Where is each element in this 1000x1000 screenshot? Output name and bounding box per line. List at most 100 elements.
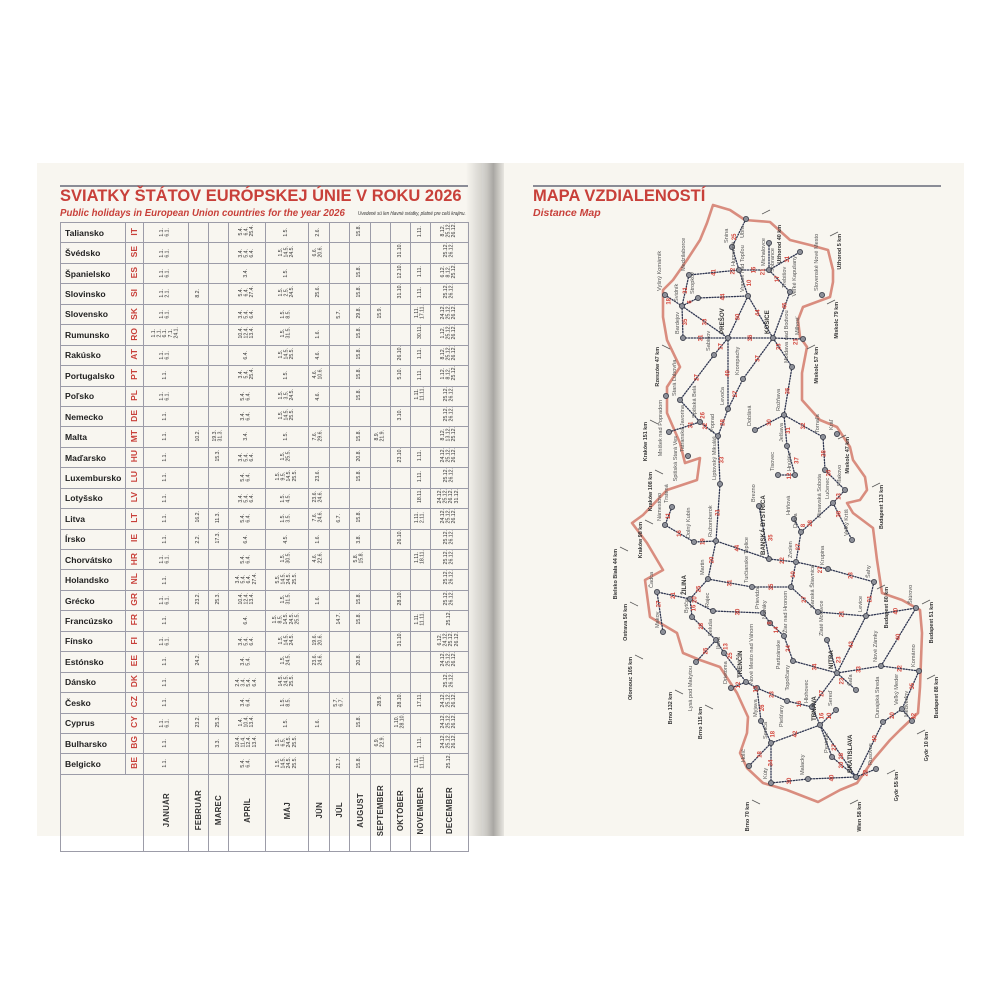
holiday-cell: 24.12. 25.12. 26.12. bbox=[430, 712, 469, 734]
town-node bbox=[686, 271, 693, 278]
road bbox=[695, 639, 717, 663]
table-row: Cyprus CY 1.1. 6.1. 23.2. 25.3. 1.4. 10.4. 13… bbox=[60, 712, 469, 734]
town-label: Veľký Krtíš bbox=[844, 509, 850, 536]
road-distance: 44 bbox=[756, 309, 762, 316]
holiday-cell: 25.12. bbox=[430, 753, 469, 775]
road-distance: 18 bbox=[667, 297, 673, 304]
map-title-rule bbox=[533, 185, 941, 187]
town-label: Prievidza bbox=[755, 585, 761, 609]
road-distance: 19 bbox=[700, 538, 706, 545]
road-distance: 8 bbox=[801, 523, 807, 527]
exit-label: Brno 115 km bbox=[698, 707, 704, 739]
road-distance: 27 bbox=[802, 596, 808, 603]
town-label: Moldava nad Bodvou bbox=[784, 310, 790, 363]
town-label: Rusovce bbox=[868, 743, 874, 765]
town-label: Makov bbox=[655, 611, 661, 628]
road bbox=[681, 305, 729, 339]
town-node bbox=[833, 707, 840, 714]
exit-arrow bbox=[674, 689, 684, 695]
exit-arrow bbox=[634, 654, 644, 660]
road-distance: 21 bbox=[794, 338, 800, 345]
road-distance: 38 bbox=[836, 510, 842, 517]
road-distance: 26 bbox=[701, 411, 707, 418]
town-node bbox=[873, 766, 880, 773]
road-distance: 31 bbox=[786, 427, 792, 434]
road-distance: 18 bbox=[771, 730, 777, 737]
town-node bbox=[680, 334, 687, 341]
town-label: Nováky bbox=[762, 600, 768, 619]
road bbox=[790, 586, 819, 613]
town-node bbox=[715, 432, 722, 439]
town-node bbox=[695, 294, 702, 301]
town-node bbox=[669, 503, 676, 510]
table-row: Rakúsko AT 1.1. 6.1. 6.4. 1.5. 14.5. 25.5. 4.… bbox=[60, 344, 469, 367]
exit-label: Rzeszów 47 km bbox=[655, 347, 661, 387]
road bbox=[664, 506, 673, 526]
road-distance: 27 bbox=[656, 600, 662, 607]
road bbox=[786, 445, 796, 476]
town-label: Martin bbox=[700, 559, 706, 575]
exit-label: Miskolc 79 km bbox=[834, 302, 840, 339]
town-label: KOŠICE bbox=[763, 310, 771, 334]
road bbox=[693, 540, 717, 543]
road-distance: 24 bbox=[786, 645, 792, 652]
town-label: Michalovce bbox=[761, 238, 767, 266]
town-label: Spišská Belá bbox=[692, 385, 698, 418]
town-node bbox=[775, 471, 782, 478]
exit-arrow bbox=[829, 231, 839, 237]
town-label: Humenné bbox=[731, 242, 737, 266]
town-label: Dolný Kubín bbox=[686, 508, 692, 538]
exit-label: Miskolc 47 km bbox=[845, 437, 851, 474]
town-node bbox=[717, 480, 724, 487]
town-label: BANSKÁ BYSTRICA bbox=[760, 495, 767, 555]
town-node bbox=[729, 243, 736, 250]
road-distance: 13 bbox=[753, 685, 759, 692]
road-distance: 30 bbox=[736, 313, 742, 320]
holiday-cell: 25.12. bbox=[430, 610, 469, 632]
page-fold-shadow bbox=[466, 163, 504, 836]
town-node bbox=[834, 670, 841, 677]
road-distance: 21 bbox=[716, 509, 722, 516]
town-label: Rožňava bbox=[776, 388, 782, 411]
exit-arrow bbox=[826, 299, 836, 305]
town-label: Šaľa bbox=[847, 674, 854, 686]
road-distance: 35 bbox=[769, 583, 775, 590]
holiday-cell: 25.12. 26.12. bbox=[430, 283, 469, 305]
table-row: Holandsko NL 1.1. 3.4. 5.4. 6.4. 27.4. 5.5. … bbox=[60, 569, 469, 591]
town-label: Dunajská Streda bbox=[875, 676, 881, 718]
road-distance: 23 bbox=[849, 572, 855, 579]
town-node bbox=[819, 291, 826, 298]
road-distance: 35 bbox=[786, 387, 792, 394]
town-label: Tornaľa bbox=[815, 413, 821, 433]
road-distance: 31 bbox=[683, 287, 689, 294]
town-node bbox=[784, 698, 791, 705]
town-node bbox=[679, 302, 686, 309]
road-distance: 33 bbox=[857, 666, 863, 673]
title-rule bbox=[60, 185, 468, 187]
town-label: Levice bbox=[858, 596, 864, 612]
road bbox=[770, 778, 809, 784]
town-label: Fiľakovo bbox=[837, 465, 843, 486]
road-distance: 31 bbox=[785, 255, 791, 262]
town-label: Sobrance bbox=[770, 248, 776, 272]
road-distance: 23 bbox=[837, 656, 843, 663]
road bbox=[689, 598, 714, 612]
town-label: Topoľčany bbox=[785, 665, 791, 691]
road bbox=[689, 578, 709, 600]
road bbox=[679, 354, 715, 401]
town-label: Turčianske Teplice bbox=[744, 537, 750, 583]
road bbox=[731, 218, 747, 248]
town-node bbox=[685, 452, 692, 459]
road-distance: 36 bbox=[748, 334, 754, 341]
town-label: Krupina bbox=[820, 545, 826, 565]
town-node bbox=[766, 556, 773, 563]
town-node bbox=[789, 363, 796, 370]
road-distance: 30 bbox=[736, 608, 742, 615]
exit-label: Kraków 98 km bbox=[638, 522, 644, 558]
town-node bbox=[713, 637, 720, 644]
road-distance: 13 bbox=[724, 643, 730, 650]
town-node bbox=[822, 466, 829, 473]
road bbox=[745, 681, 758, 689]
town-label: Hnúšťa bbox=[787, 452, 793, 471]
road bbox=[748, 742, 772, 767]
